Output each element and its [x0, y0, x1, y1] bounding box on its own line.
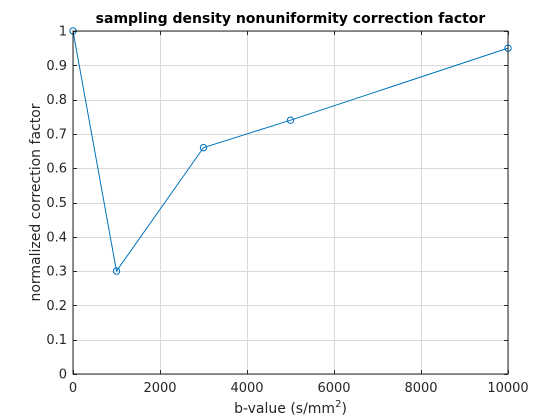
- y-tick-label: 1: [59, 25, 67, 40]
- y-tick-label: 0.9: [46, 59, 67, 74]
- y-tick-label: 0: [59, 368, 67, 383]
- x-tick-label: 6000: [317, 381, 350, 396]
- x-axis-label-main: b-value (s/mm: [234, 401, 335, 417]
- data-point-marker: [286, 116, 295, 124]
- x-tick-label: 10000: [487, 381, 528, 396]
- y-tick-label: 0.5: [46, 196, 67, 211]
- y-tick-label: 0.1: [46, 333, 67, 348]
- y-tick-label: 0.3: [46, 265, 67, 280]
- y-axis-label: normalized correction factor: [28, 103, 44, 301]
- x-tick-label: 0: [69, 381, 77, 396]
- x-tick-label: 8000: [404, 381, 437, 396]
- y-tick-label: 0.6: [46, 162, 67, 177]
- x-axis-label-suffix: ): [341, 401, 346, 417]
- x-tick-label: 2000: [143, 381, 176, 396]
- y-tick-label: 0.7: [46, 127, 67, 142]
- y-tick-label: 0.8: [46, 93, 67, 108]
- x-axis-label-superscript: 2: [335, 399, 341, 410]
- x-axis-label: b-value (s/mm2): [234, 399, 347, 417]
- plot-area-frame: [72, 30, 509, 375]
- grid-lines: [73, 31, 509, 375]
- y-tick-label: 0.2: [46, 299, 67, 314]
- data-point-marker: [112, 267, 121, 275]
- axis-ticks: 0 2000 4000 6000 8000 10000 0 0.1 0.2 0.3 0.4 0.5 0.…: [46, 25, 528, 397]
- y-tick-label: 0.4: [46, 230, 67, 245]
- chart-title: sampling density nonuniformity correctio…: [96, 11, 486, 27]
- x-tick-label: 4000: [230, 381, 263, 396]
- data-point-marker: [199, 143, 208, 152]
- series-line: [72, 30, 509, 273]
